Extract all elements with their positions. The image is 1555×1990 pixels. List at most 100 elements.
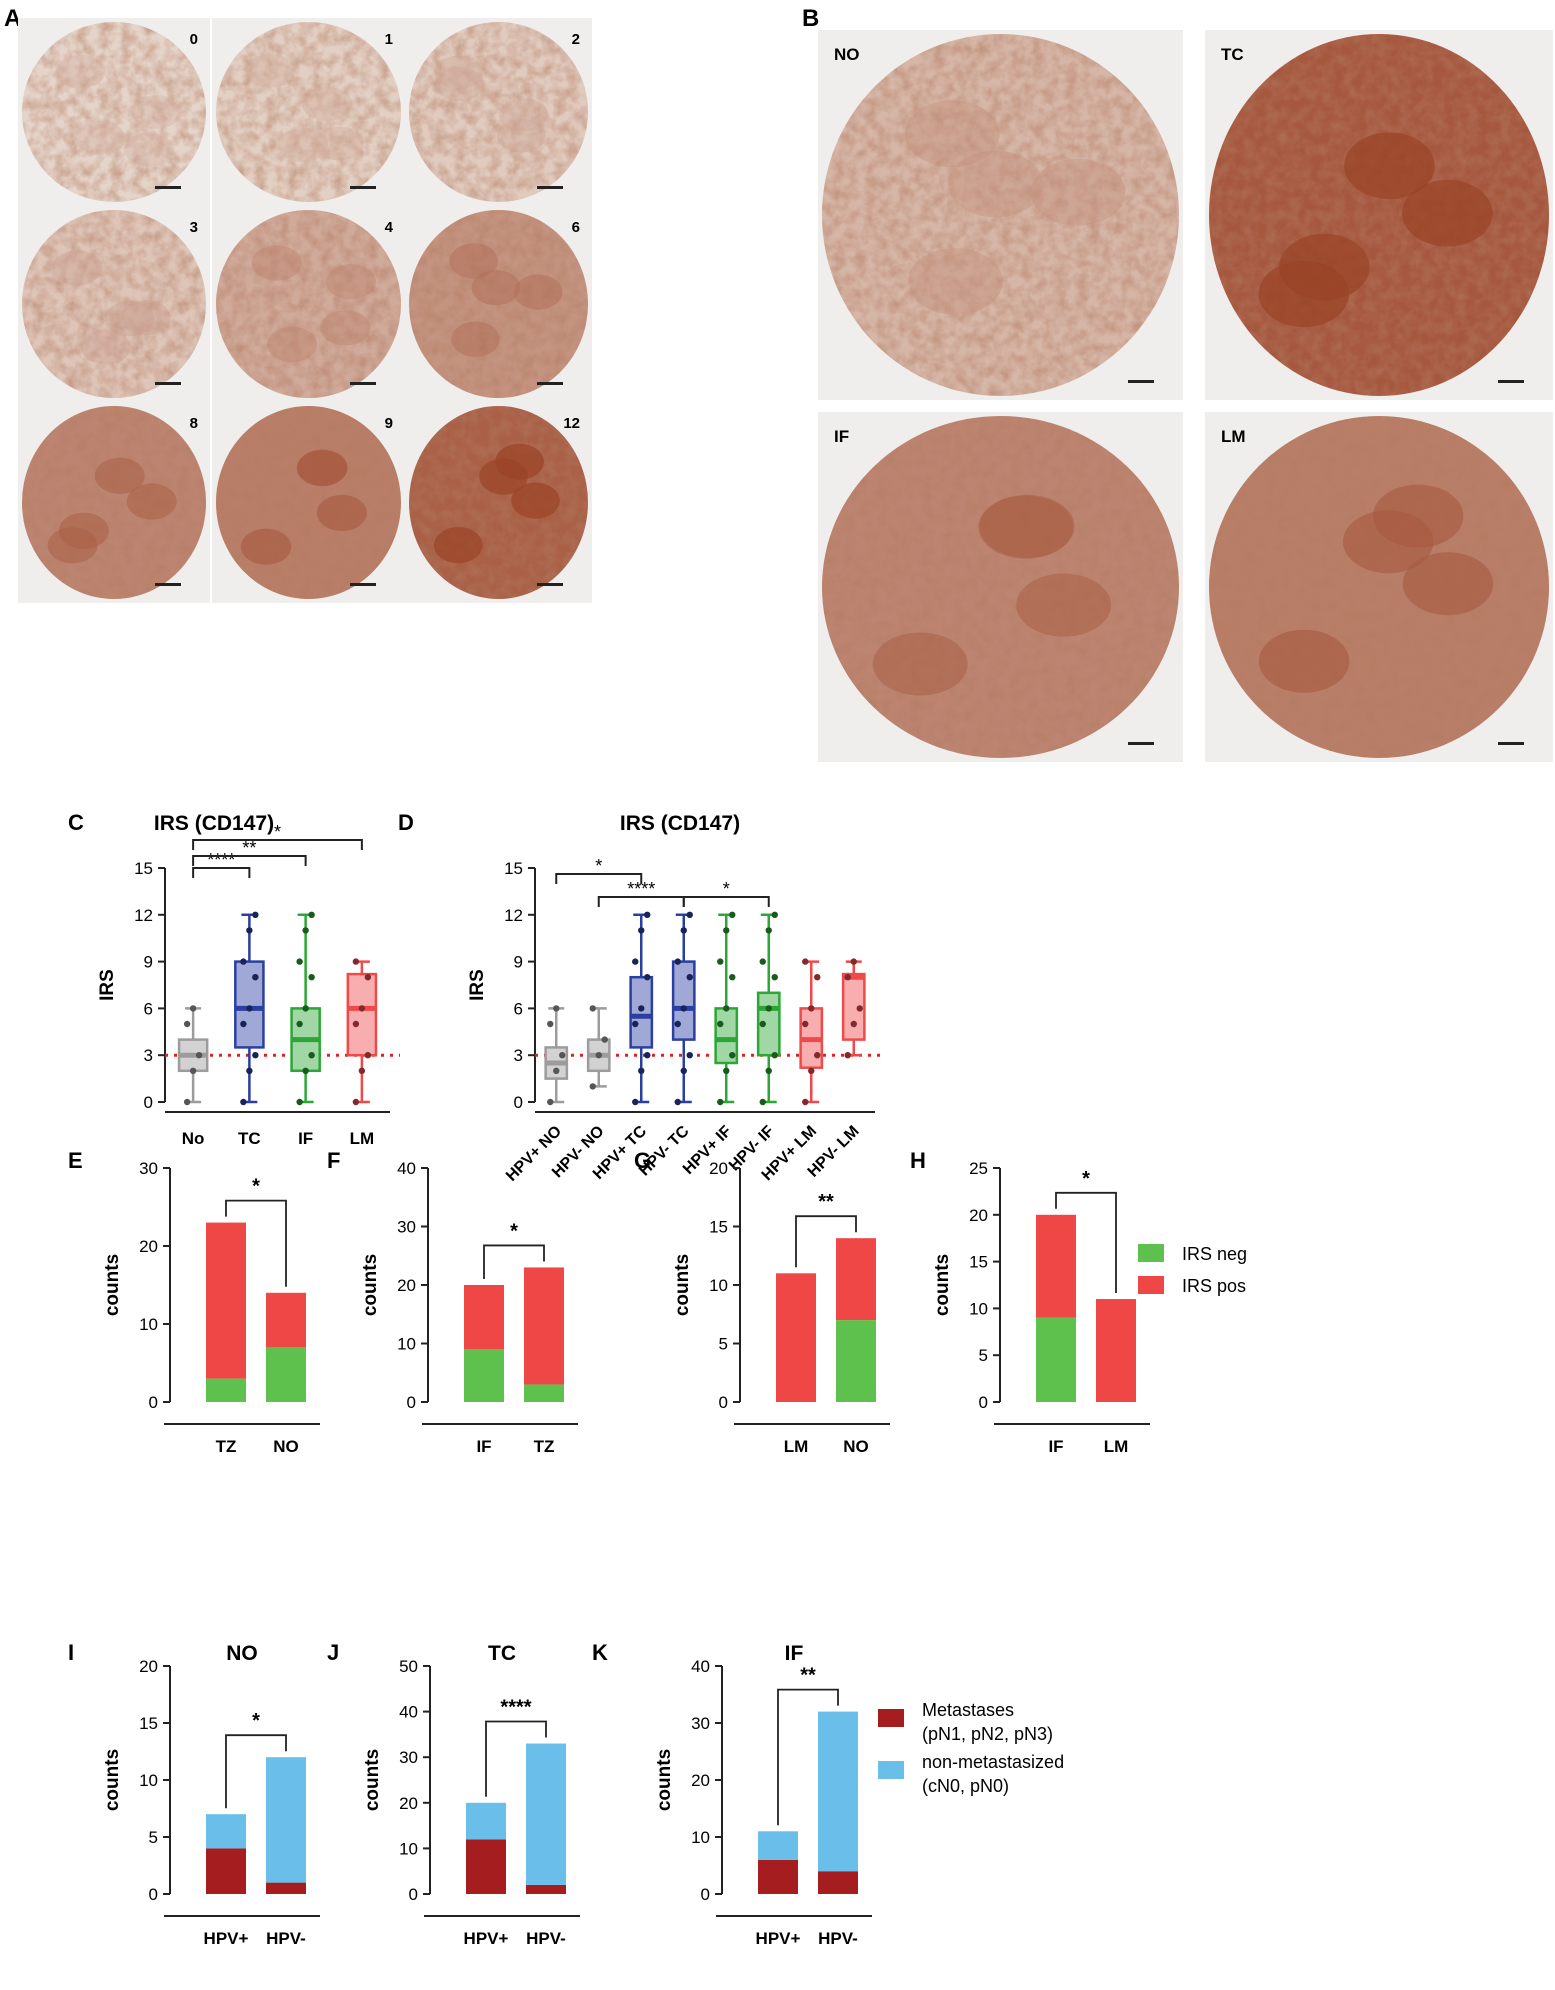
x-tick-label: IF xyxy=(1048,1437,1063,1456)
bar-panels: E 0 10 20 30 counts TZ NO * F 0 10 20 30 40 counts IF TZ *… xyxy=(68,1148,1150,1948)
tissue-tile: 3 xyxy=(18,206,210,402)
legend-label: Metastases xyxy=(922,1700,1014,1720)
bar-panel: I NO 0 5 10 15 20 counts HPV+ HPV- * xyxy=(68,1640,320,1948)
data-point xyxy=(240,1020,247,1028)
data-point xyxy=(674,1098,681,1106)
data-point xyxy=(844,1052,851,1059)
panel-label: I xyxy=(68,1640,74,1665)
stain-region xyxy=(978,495,1074,559)
y-tick-label: 0 xyxy=(701,1885,710,1904)
bar-segment xyxy=(466,1802,506,1840)
tissue-texture xyxy=(409,406,588,599)
scale-bar xyxy=(155,186,181,189)
scale-bar xyxy=(1498,742,1524,745)
data-point xyxy=(246,1067,253,1075)
stain-region xyxy=(75,120,126,155)
tissue-tile: 4 xyxy=(212,206,405,402)
data-point xyxy=(308,911,315,918)
x-tick-label: NO xyxy=(273,1437,299,1456)
significance-label: * xyxy=(252,1710,260,1732)
data-point xyxy=(296,958,303,965)
tissue-texture xyxy=(22,22,206,202)
data-point xyxy=(759,1098,766,1106)
y-tick-label: 0 xyxy=(979,1393,988,1412)
scale-bar xyxy=(350,583,376,586)
legend-swatch xyxy=(878,1761,904,1779)
data-point xyxy=(632,1020,639,1028)
tissue-tile: 6 xyxy=(405,206,592,402)
data-point xyxy=(302,927,309,934)
data-point xyxy=(759,1020,766,1028)
stain-region xyxy=(872,632,968,696)
box-group xyxy=(671,911,696,1106)
data-point xyxy=(638,1067,645,1075)
tissue-tile xyxy=(818,412,1183,762)
tissue-texture xyxy=(822,34,1179,396)
stain-region xyxy=(434,55,484,90)
scale-bar xyxy=(537,583,563,586)
tile-region-label: LM xyxy=(1221,427,1246,446)
stain-region xyxy=(325,264,376,300)
data-point xyxy=(850,958,857,965)
y-tick-label: 0 xyxy=(719,1393,728,1412)
y-tick-label: 5 xyxy=(719,1335,728,1354)
tissue-texture xyxy=(216,22,401,202)
stain-region xyxy=(320,310,371,346)
y-axis-label: counts xyxy=(362,1749,383,1811)
bracket-line xyxy=(682,896,770,907)
box-group xyxy=(234,911,265,1106)
significance-label: **** xyxy=(500,1697,531,1719)
data-point xyxy=(364,1052,372,1059)
data-point xyxy=(723,1067,730,1075)
bar-segment xyxy=(526,1743,566,1885)
data-point xyxy=(717,958,724,965)
stain-region xyxy=(120,300,171,336)
y-tick-label: 50 xyxy=(399,1657,418,1676)
y-axis-label: counts xyxy=(672,1254,693,1316)
stain-region xyxy=(316,494,367,532)
y-tick-label: 0 xyxy=(144,1093,153,1112)
panel-title: TC xyxy=(488,1642,516,1665)
stain-region xyxy=(55,54,106,89)
bar-segment xyxy=(524,1267,564,1385)
y-tick-label: 6 xyxy=(514,999,523,1018)
data-point xyxy=(547,1098,554,1106)
data-point xyxy=(246,1005,253,1012)
significance-label: * xyxy=(1082,1168,1090,1190)
stain-region xyxy=(313,126,364,161)
x-tick-label: TZ xyxy=(216,1437,237,1456)
tile-score-label: 12 xyxy=(563,415,580,432)
y-tick-label: 15 xyxy=(504,859,523,878)
data-point xyxy=(252,974,259,981)
stain-region xyxy=(1016,573,1112,637)
legend-swatch xyxy=(878,1709,904,1727)
tissue-texture xyxy=(1209,34,1549,396)
box xyxy=(234,960,265,1049)
tile-score-label: 3 xyxy=(190,219,198,236)
data-point xyxy=(723,927,730,934)
x-tick-label: IF xyxy=(298,1129,313,1148)
y-tick-label: 0 xyxy=(407,1393,416,1412)
scale-bar xyxy=(155,583,181,586)
y-tick-label: 10 xyxy=(399,1839,418,1858)
stain-region xyxy=(1402,179,1493,247)
box-group xyxy=(841,958,866,1059)
data-point xyxy=(686,1052,693,1059)
bar-segment xyxy=(1036,1317,1076,1402)
tile-region-label: TC xyxy=(1221,45,1244,64)
tissue-texture xyxy=(22,406,206,599)
data-point xyxy=(771,1052,778,1059)
bar-panel: E 0 10 20 30 counts TZ NO * xyxy=(68,1148,320,1456)
x-tick-label: TZ xyxy=(534,1437,555,1456)
tissue-texture xyxy=(216,210,401,398)
data-point xyxy=(296,1020,303,1028)
significance-bracket: * xyxy=(555,856,643,884)
bar-segment xyxy=(526,1884,566,1894)
data-point xyxy=(595,1052,602,1059)
box xyxy=(841,972,866,1041)
bar-segment xyxy=(818,1871,858,1894)
y-tick-label: 10 xyxy=(139,1315,158,1334)
data-point xyxy=(352,1098,360,1106)
